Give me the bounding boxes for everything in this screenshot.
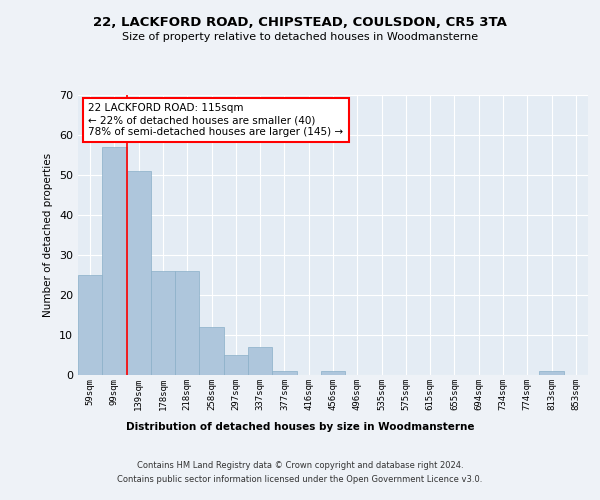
Y-axis label: Number of detached properties: Number of detached properties — [43, 153, 53, 317]
Bar — [175, 271, 199, 375]
Text: 22, LACKFORD ROAD, CHIPSTEAD, COULSDON, CR5 3TA: 22, LACKFORD ROAD, CHIPSTEAD, COULSDON, … — [93, 16, 507, 29]
Bar — [224, 355, 248, 375]
Text: Contains public sector information licensed under the Open Government Licence v3: Contains public sector information licen… — [118, 476, 482, 484]
Bar — [102, 147, 127, 375]
Bar — [539, 371, 564, 375]
Bar — [321, 371, 345, 375]
Text: Contains HM Land Registry data © Crown copyright and database right 2024.: Contains HM Land Registry data © Crown c… — [137, 460, 463, 469]
Bar — [78, 275, 102, 375]
Text: Size of property relative to detached houses in Woodmansterne: Size of property relative to detached ho… — [122, 32, 478, 42]
Text: 22 LACKFORD ROAD: 115sqm
← 22% of detached houses are smaller (40)
78% of semi-d: 22 LACKFORD ROAD: 115sqm ← 22% of detach… — [88, 104, 343, 136]
Bar — [248, 347, 272, 375]
Bar — [199, 327, 224, 375]
Bar — [127, 171, 151, 375]
Bar — [272, 371, 296, 375]
Bar — [151, 271, 175, 375]
Text: Distribution of detached houses by size in Woodmansterne: Distribution of detached houses by size … — [126, 422, 474, 432]
